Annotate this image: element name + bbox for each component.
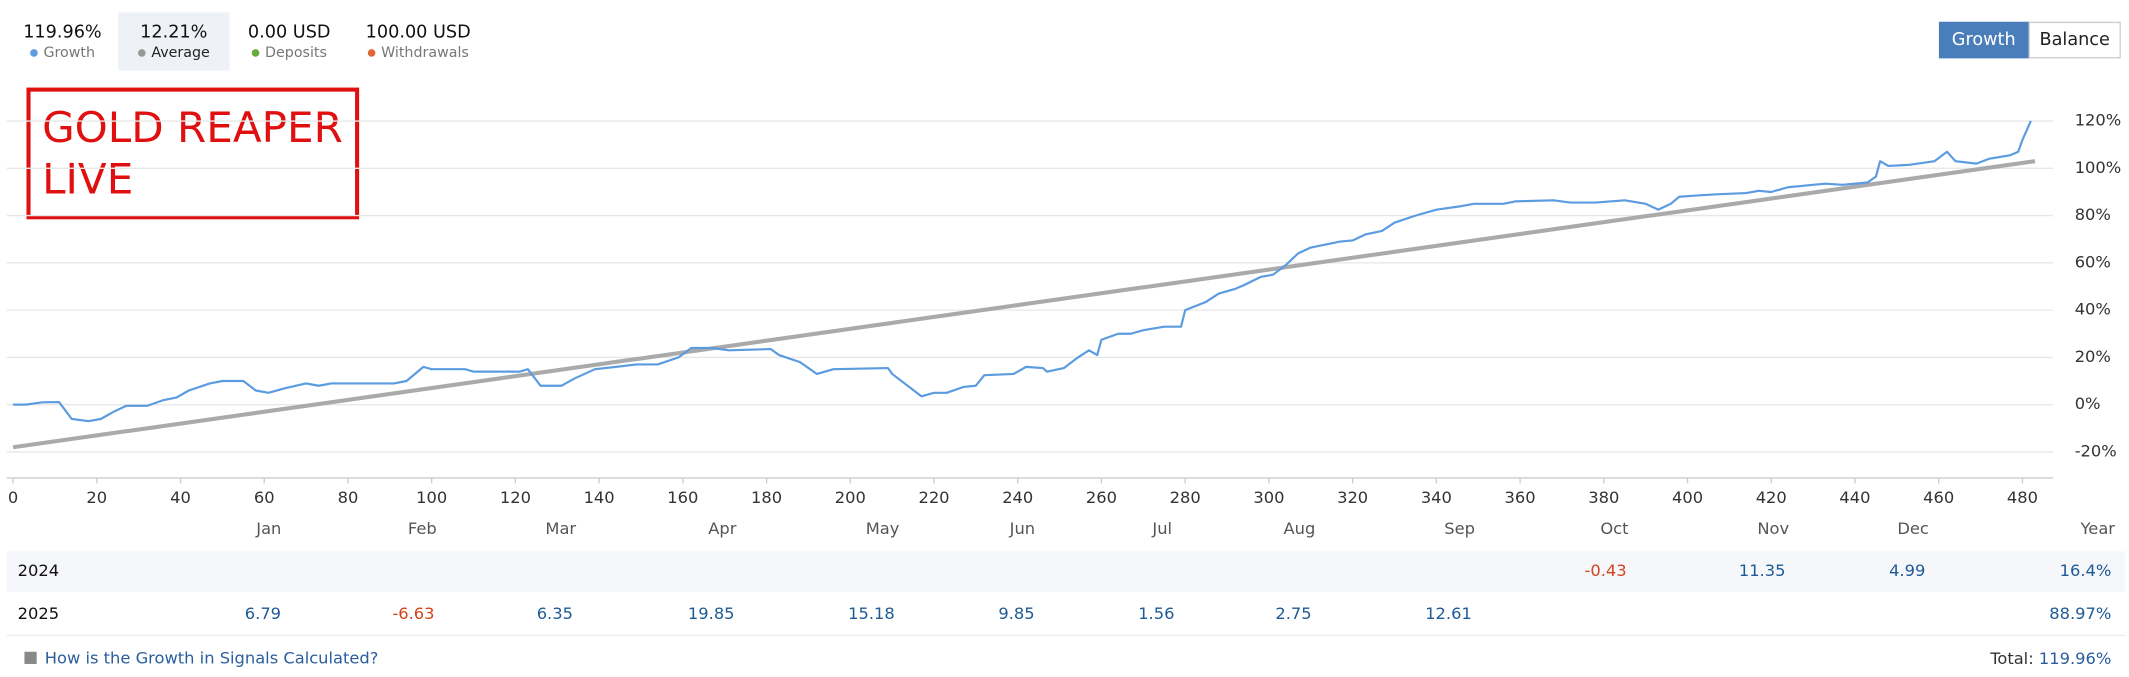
column-header: Apr: [708, 519, 736, 538]
x-tick-label: 240: [1002, 488, 1033, 507]
stat-value: 12.21%: [140, 23, 207, 43]
series-line: [13, 120, 2032, 423]
legend-dot: [251, 49, 260, 57]
month-value: 2.75: [1275, 604, 1311, 623]
month-value: 4.99: [1889, 561, 1925, 580]
x-tick-label: 280: [1170, 488, 1201, 507]
active-stat-bg: [118, 12, 230, 71]
x-tick-label: 460: [1923, 488, 1954, 507]
y-tick-label: 20%: [2075, 347, 2111, 366]
x-tick-label: 420: [1756, 488, 1787, 507]
y-tick-label: 100%: [2075, 158, 2122, 177]
x-tick-label: 200: [835, 488, 866, 507]
month-value: 9.85: [998, 604, 1034, 623]
month-value: 11.35: [1739, 561, 1786, 580]
x-tick-label: 100: [416, 488, 447, 507]
x-tick-label: 180: [751, 488, 782, 507]
total-label: Total:: [1989, 649, 2034, 668]
column-header: Aug: [1283, 519, 1315, 538]
column-header: May: [866, 519, 900, 538]
legend-dot: [367, 49, 376, 57]
column-header: Jun: [1009, 519, 1035, 538]
x-tick-label: 400: [1672, 488, 1703, 507]
column-header: Mar: [545, 519, 576, 538]
column-header: Jul: [1151, 519, 1172, 538]
month-value: 19.85: [688, 604, 735, 623]
x-tick-label: 380: [1588, 488, 1619, 507]
month-value: 6.79: [245, 604, 281, 623]
help-link[interactable]: How is the Growth in Signals Calculated?: [45, 649, 379, 668]
x-tick-label: 0: [8, 488, 18, 507]
x-tick-label: 120: [500, 488, 531, 507]
legend-label: Withdrawals: [381, 45, 469, 61]
column-header: Jan: [255, 519, 281, 538]
growth-button[interactable]: [1938, 21, 2030, 59]
month-value: 15.18: [848, 604, 895, 623]
x-tick-label: 480: [2007, 488, 2038, 507]
y-tick-label: 40%: [2075, 300, 2111, 319]
x-tick-label: 20: [86, 488, 107, 507]
total: Total: 119.96%: [1989, 649, 2111, 668]
x-tick-label: 40: [170, 488, 191, 507]
month-value: 6.35: [537, 604, 573, 623]
y-tick-label: 80%: [2075, 205, 2111, 224]
x-tick-label: 440: [1839, 488, 1870, 507]
month-value: 1.56: [1138, 604, 1174, 623]
y-tick-label: 0%: [2075, 394, 2101, 413]
row-bg: [6, 551, 2125, 592]
month-value: -0.43: [1584, 561, 1626, 580]
x-tick-label: 340: [1421, 488, 1452, 507]
legend-dot: [138, 49, 146, 57]
x-tick-label: 140: [584, 488, 615, 507]
annotation-line: LIVE: [42, 154, 133, 203]
row-year: 2025: [18, 604, 59, 623]
annotation-box: [26, 87, 360, 220]
help-icon: [24, 651, 37, 664]
stat-value: 119.96%: [23, 23, 102, 43]
stat-value: 100.00 USD: [366, 23, 471, 43]
x-tick-label: 220: [918, 488, 949, 507]
legend-dot: [30, 49, 38, 57]
column-header: Oct: [1600, 519, 1628, 538]
balance-button[interactable]: [2028, 21, 2121, 59]
x-tick-label: 320: [1337, 488, 1368, 507]
column-header: Feb: [408, 519, 437, 538]
y-tick-label: -20%: [2075, 441, 2117, 460]
annotation-line: GOLD REAPER: [42, 103, 343, 152]
total-value: 119.96%: [2039, 649, 2111, 668]
column-header: Dec: [1897, 519, 1929, 538]
column-header: Sep: [1444, 519, 1475, 538]
legend-label: Growth: [43, 45, 95, 61]
year-total: 16.4%: [2060, 561, 2112, 580]
x-tick-label: 160: [667, 488, 698, 507]
x-tick-label: 60: [254, 488, 275, 507]
month-value: -6.63: [392, 604, 434, 623]
series-line: [12, 159, 2036, 450]
x-tick-label: 260: [1086, 488, 1117, 507]
legend-label: Average: [151, 45, 210, 61]
year-total: 88.97%: [2049, 604, 2111, 623]
growth-button-label[interactable]: Growth: [1952, 30, 2016, 50]
legend-label: Deposits: [265, 45, 327, 61]
x-tick-label: 80: [338, 488, 359, 507]
balance-button-label[interactable]: Balance: [2040, 30, 2110, 50]
x-tick-label: 360: [1505, 488, 1536, 507]
stat-value: 0.00 USD: [248, 23, 331, 43]
row-year: 2024: [18, 561, 59, 580]
y-tick-label: 120%: [2075, 111, 2122, 130]
y-tick-label: 60%: [2075, 252, 2111, 271]
month-value: 12.61: [1425, 604, 1472, 623]
x-tick-label: 300: [1253, 488, 1284, 507]
column-header: Year: [2080, 519, 2116, 538]
column-header: Nov: [1757, 519, 1789, 538]
